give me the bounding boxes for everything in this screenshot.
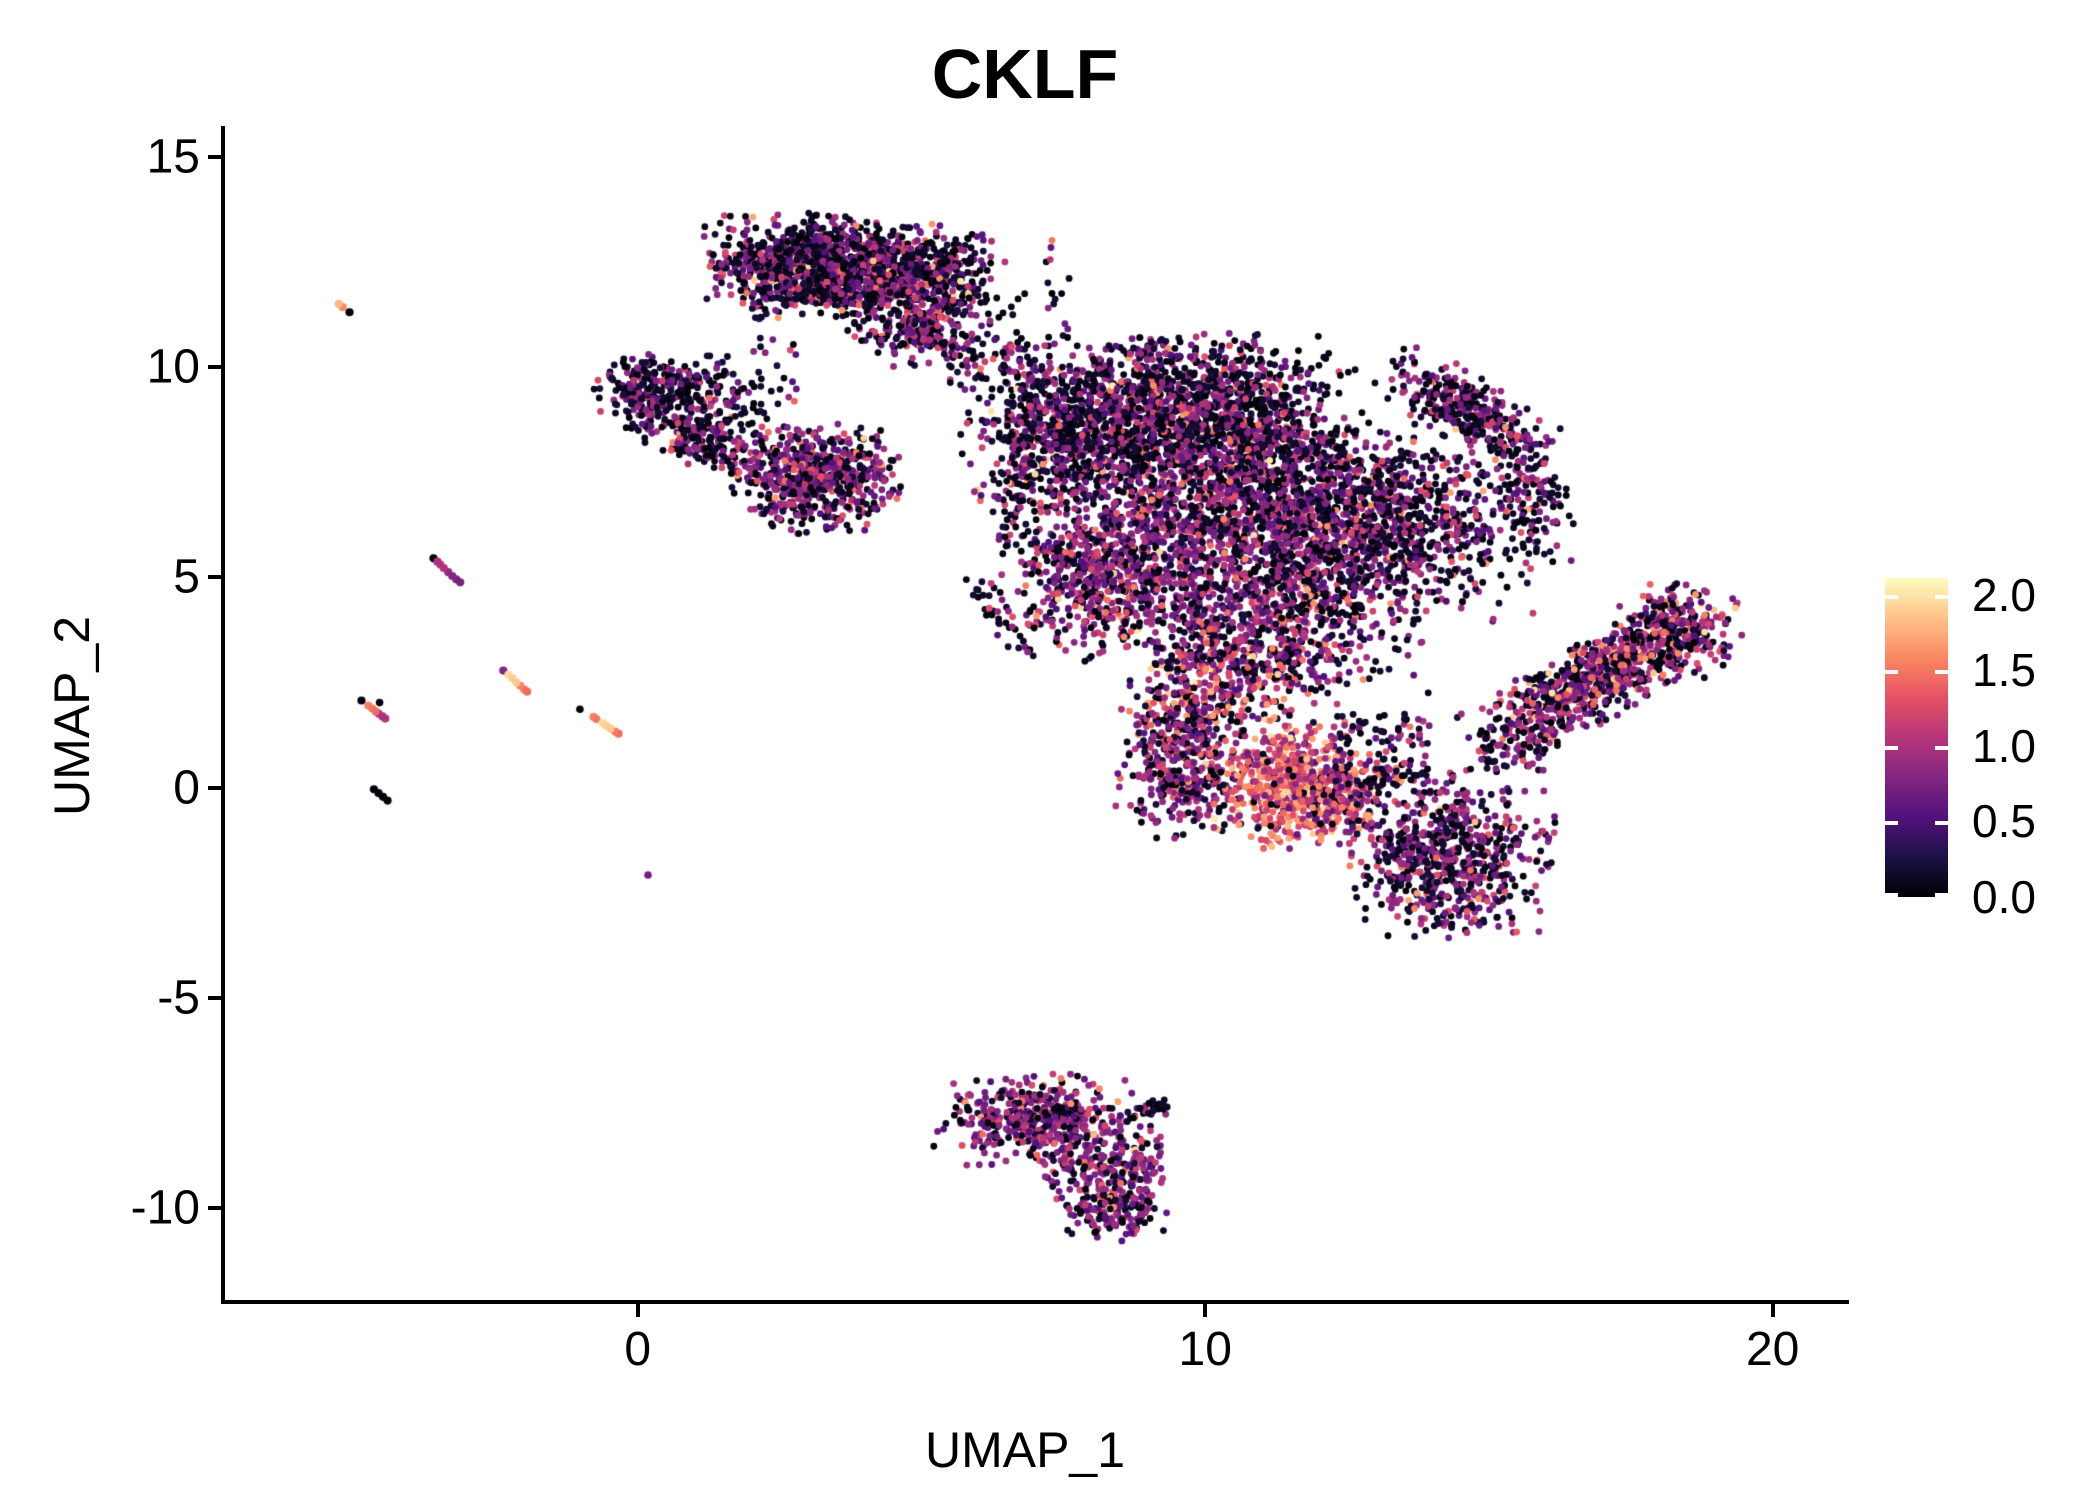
y-tick-mark bbox=[208, 785, 221, 790]
y-tick-mark bbox=[208, 1206, 221, 1211]
y-axis-line bbox=[221, 126, 225, 1304]
y-tick-label: 10 bbox=[146, 340, 200, 394]
y-tick-mark bbox=[208, 995, 221, 1000]
colorbar-tick-mark bbox=[1885, 594, 1898, 599]
x-axis-line bbox=[221, 1300, 1849, 1304]
colorbar-tick-label: 0.5 bbox=[1972, 795, 2036, 848]
plot-title: CKLF bbox=[931, 35, 1119, 113]
x-tick-label: 10 bbox=[1178, 1323, 1232, 1376]
y-tick-mark bbox=[208, 364, 221, 369]
colorbar-tick-mark bbox=[1885, 670, 1898, 675]
y-tick-mark bbox=[208, 154, 221, 159]
colorbar-tick-label: 1.0 bbox=[1972, 719, 2036, 772]
y-tick-mark bbox=[208, 575, 221, 580]
x-tick-mark bbox=[1203, 1304, 1208, 1317]
y-tick-label: 15 bbox=[146, 130, 200, 184]
x-axis-title: UMAP_1 bbox=[924, 1422, 1126, 1478]
colorbar-tick-mark bbox=[1935, 821, 1948, 826]
x-tick-mark bbox=[635, 1304, 640, 1317]
colorbar-tick-mark bbox=[1935, 594, 1948, 599]
y-tick-label: 0 bbox=[173, 761, 200, 815]
colorbar-tick-label: 0.0 bbox=[1972, 871, 2036, 923]
colorbar-tick-label: 2.0 bbox=[1972, 568, 2036, 621]
colorbar-tick-mark bbox=[1935, 893, 1948, 897]
colorbar-tick-label: 1.5 bbox=[1972, 644, 2036, 697]
colorbar-tick-mark bbox=[1935, 670, 1948, 675]
y-tick-label: 5 bbox=[173, 550, 200, 604]
x-tick-label: 0 bbox=[624, 1323, 652, 1376]
colorbar-tick-mark bbox=[1935, 745, 1948, 750]
x-tick-label: 20 bbox=[1745, 1323, 1800, 1376]
y-tick-label: -5 bbox=[157, 971, 200, 1025]
colorbar-tick-mark bbox=[1885, 745, 1898, 750]
colorbar-tick-mark bbox=[1885, 821, 1898, 826]
colorbar-tick-mark bbox=[1885, 893, 1898, 897]
y-tick-label: -10 bbox=[130, 1181, 200, 1235]
expression-colorbar bbox=[1885, 578, 1948, 897]
x-tick-mark bbox=[1770, 1304, 1775, 1317]
